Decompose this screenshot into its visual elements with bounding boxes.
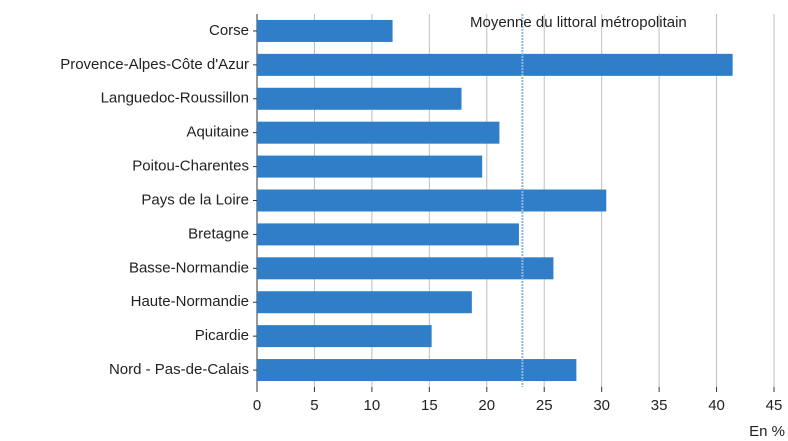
bar xyxy=(257,19,393,42)
y-tick-label: Languedoc-Roussillon xyxy=(101,90,249,107)
bar xyxy=(257,87,462,110)
bar xyxy=(257,121,500,144)
y-tick-label: Aquitaine xyxy=(186,124,249,141)
x-tick-label: 5 xyxy=(310,397,318,414)
y-tick-label: Pays de la Loire xyxy=(141,191,249,208)
bar xyxy=(257,189,607,212)
bar xyxy=(257,325,432,348)
x-tick-label: 0 xyxy=(253,397,261,414)
x-axis-label: En % xyxy=(749,423,785,440)
reference-label: Moyenne du littoral métropolitain xyxy=(470,14,687,31)
x-tick-label: 10 xyxy=(364,397,381,414)
x-tick-label: 25 xyxy=(536,397,553,414)
y-tick-label: Haute-Normandie xyxy=(131,293,249,310)
y-tick-label: Bretagne xyxy=(188,225,249,242)
bar xyxy=(257,223,519,246)
y-tick-label: Provence-Alpes-Côte d'Azur xyxy=(60,56,249,73)
x-tick-label: 20 xyxy=(478,397,495,414)
y-tick-label: Poitou-Charentes xyxy=(132,158,249,175)
bar xyxy=(257,359,577,382)
bar xyxy=(257,291,472,314)
y-tick-label: Nord - Pas-de-Calais xyxy=(109,361,249,378)
y-tick-label: Picardie xyxy=(195,327,249,344)
y-tick-label: Basse-Normandie xyxy=(129,259,249,276)
x-tick-label: 30 xyxy=(593,397,610,414)
y-tick-label: Corse xyxy=(209,22,249,39)
bar xyxy=(257,155,483,178)
x-tick-label: 45 xyxy=(766,397,783,414)
x-tick-label: 40 xyxy=(708,397,725,414)
x-tick-label: 15 xyxy=(421,397,438,414)
bar xyxy=(257,257,554,280)
bar xyxy=(257,53,733,76)
x-tick-label: 35 xyxy=(651,397,668,414)
